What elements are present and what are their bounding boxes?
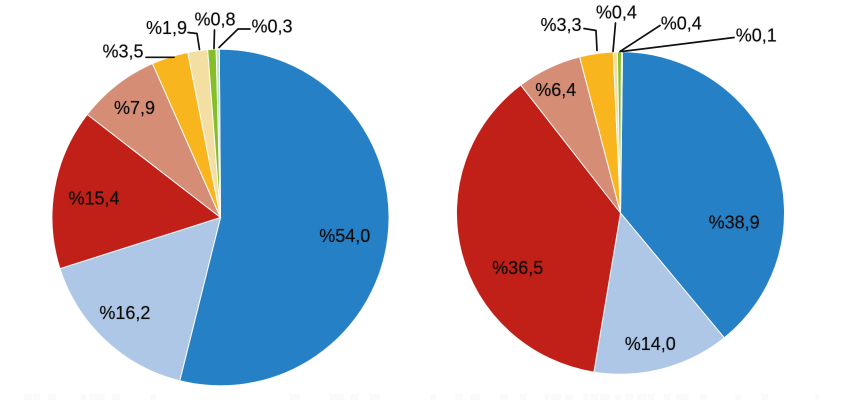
svg-text:%0,1: %0,1 xyxy=(736,26,777,46)
svg-text:%15,4: %15,4 xyxy=(68,189,119,209)
svg-text:%54,0: %54,0 xyxy=(319,226,370,246)
svg-text:%38,9: %38,9 xyxy=(709,213,760,233)
svg-text:%0,4: %0,4 xyxy=(596,3,637,23)
svg-text:%14,0: %14,0 xyxy=(625,334,676,354)
svg-text:%0,4: %0,4 xyxy=(661,14,702,34)
svg-text:%0,3: %0,3 xyxy=(251,17,292,37)
svg-text:%16,2: %16,2 xyxy=(99,303,150,323)
svg-text:%7,9: %7,9 xyxy=(114,98,155,118)
svg-text:%3,5: %3,5 xyxy=(102,42,143,62)
svg-text:%6,4: %6,4 xyxy=(535,80,576,100)
svg-text:%3,3: %3,3 xyxy=(540,15,581,35)
svg-text:%1,9: %1,9 xyxy=(146,18,187,38)
svg-text:%36,5: %36,5 xyxy=(492,258,543,278)
svg-text:%0,8: %0,8 xyxy=(194,10,235,30)
